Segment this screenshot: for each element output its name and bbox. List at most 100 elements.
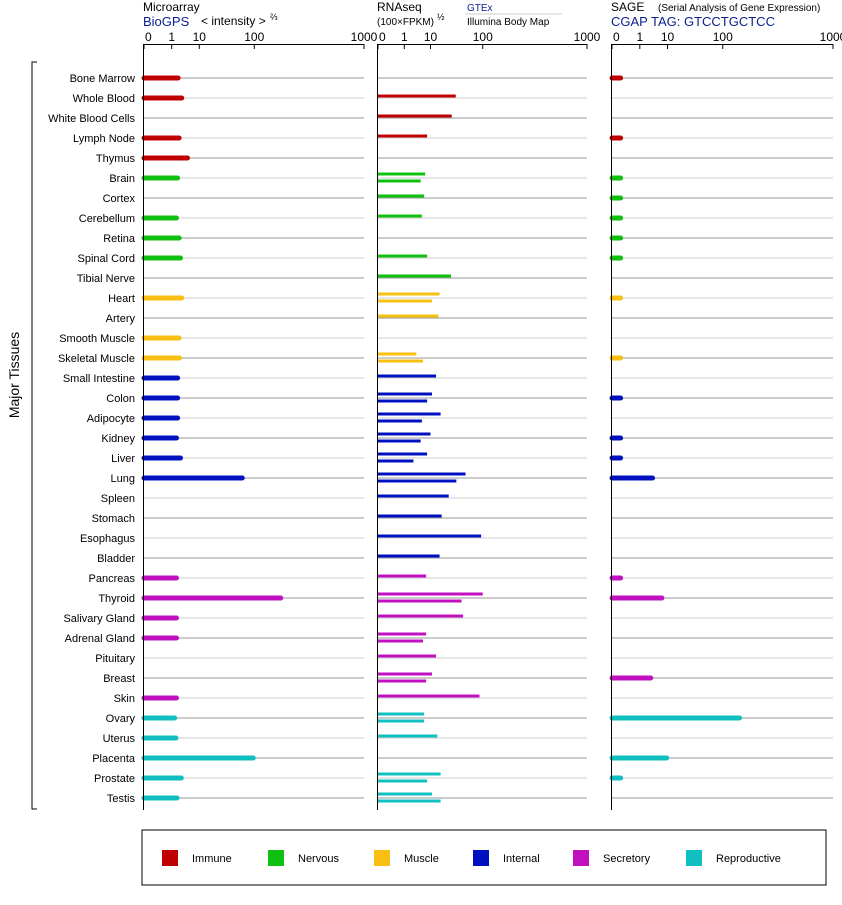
rnaseq-bar (378, 172, 426, 176)
rnaseq-bar (378, 599, 462, 603)
tissue-label: Thymus (96, 153, 136, 165)
x-tick-label: 0 (613, 30, 620, 44)
tissue-label: Uterus (103, 733, 136, 745)
rnaseq-bar (378, 574, 427, 578)
tissue-label: Spinal Cord (78, 253, 135, 265)
tissue-label: Skin (114, 693, 135, 705)
tissue-label: Lung (111, 473, 135, 485)
tissue-label: Pancreas (89, 573, 136, 585)
rnaseq-bar (378, 299, 433, 303)
tissue-label: Placenta (92, 753, 136, 765)
rnaseq-bar (378, 719, 425, 723)
x-tick-label: 1 (636, 30, 643, 44)
tissue-label: Prostate (94, 773, 135, 785)
tissue-label: Bone Marrow (70, 73, 135, 85)
rnaseq-bar (378, 314, 439, 318)
x-tick-label: 1000 (820, 30, 842, 44)
rnaseq-bar (378, 412, 441, 416)
tissue-label: Whole Blood (73, 93, 135, 105)
rnaseq-bar (378, 772, 441, 776)
rnaseq-bar (378, 452, 428, 456)
tissue-label: Breast (103, 673, 135, 685)
x-tick-label: 1000 (351, 30, 378, 44)
tissue-label: Stomach (92, 513, 135, 525)
tissue-label: White Blood Cells (48, 113, 135, 125)
x-tick-label: 0 (145, 30, 152, 44)
cgap-tag-link[interactable]: CGAP TAG: GTCCTGCTCC (611, 14, 775, 29)
rnaseq-bar (378, 399, 428, 403)
tissue-label: Colon (106, 393, 135, 405)
rnaseq-bar (378, 359, 424, 363)
rnaseq-bar (378, 534, 482, 538)
tissue-label: Skeletal Muscle (58, 353, 135, 365)
rnaseq-bar (378, 554, 440, 558)
microarray-exponent: ⅔ (270, 12, 278, 22)
tissue-label: Adrenal Gland (65, 633, 135, 645)
legend-swatch (573, 850, 589, 866)
tissue-label: Cortex (103, 193, 136, 205)
tissue-label: Small Intestine (63, 373, 135, 385)
rnaseq-bar (378, 514, 442, 518)
legend-swatch (374, 850, 390, 866)
tissue-label: Brain (109, 173, 135, 185)
rnaseq-bar (378, 274, 451, 278)
illumina-body-map-label: Illumina Body Map (467, 17, 550, 28)
legend-label: Nervous (298, 853, 339, 865)
tissue-label: Spleen (101, 493, 135, 505)
tissue-label: Adipocyte (87, 413, 135, 425)
y-axis-label: Major Tissues (6, 332, 22, 418)
tissue-label: Artery (106, 313, 136, 325)
tissue-label: Esophagus (80, 533, 136, 545)
rnaseq-bar (378, 94, 456, 98)
rnaseq-bar (378, 494, 449, 498)
x-tick-label: 1 (168, 30, 175, 44)
rnaseq-bar (378, 654, 437, 658)
rnaseq-bar (378, 352, 417, 356)
rnaseq-bar (378, 799, 441, 803)
rnaseq-bar (378, 292, 440, 296)
legend-label: Immune (192, 853, 232, 865)
rnaseq-bar (378, 114, 452, 118)
legend-label: Secretory (603, 853, 651, 865)
rnaseq-bar (378, 792, 433, 796)
x-tick-label: 100 (713, 30, 733, 44)
tissue-label: Ovary (106, 713, 136, 725)
rnaseq-bar (378, 592, 483, 596)
x-tick-label: 0 (379, 30, 386, 44)
rnaseq-bar (378, 459, 414, 463)
y-axis-bracket (31, 61, 37, 810)
legend-swatch (473, 850, 489, 866)
tissue-label: Cerebellum (79, 213, 135, 225)
rnaseq-bar (378, 632, 427, 636)
rnaseq-bar (378, 419, 422, 423)
rnaseq-bar (378, 392, 433, 396)
rnaseq-bar (378, 134, 428, 138)
legend-swatch (268, 850, 284, 866)
rnaseq-bar (378, 672, 433, 676)
tissue-label: Pituitary (95, 653, 135, 665)
microarray-subtitle: < intensity > (201, 14, 266, 28)
rnaseq-bar (378, 194, 425, 198)
legend-label: Reproductive (716, 853, 781, 865)
rnaseq-bar (378, 472, 466, 476)
tissue-label: Retina (103, 233, 136, 245)
gtex-link[interactable]: GTEx (467, 3, 493, 14)
sage-title-note: (Serial Analysis of Gene Expression) (658, 3, 820, 14)
tissue-label: Kidney (101, 433, 135, 445)
rnaseq-exponent: ½ (437, 12, 445, 22)
rnaseq-bar (378, 479, 457, 483)
legend-label: Muscle (404, 853, 439, 865)
rnaseq-bar (378, 734, 438, 738)
x-tick-label: 100 (473, 30, 493, 44)
x-tick-label: 1000 (574, 30, 601, 44)
sage-title: SAGE (611, 0, 644, 14)
rnaseq-bar (378, 712, 425, 716)
biogps-link[interactable]: BioGPS (143, 14, 190, 29)
legend-swatch (162, 850, 178, 866)
tissue-label: Thyroid (98, 593, 135, 605)
rnaseq-bar (378, 179, 421, 183)
rnaseq-bar (378, 254, 428, 258)
rnaseq-bar (378, 639, 424, 643)
rnaseq-bar (378, 432, 431, 436)
